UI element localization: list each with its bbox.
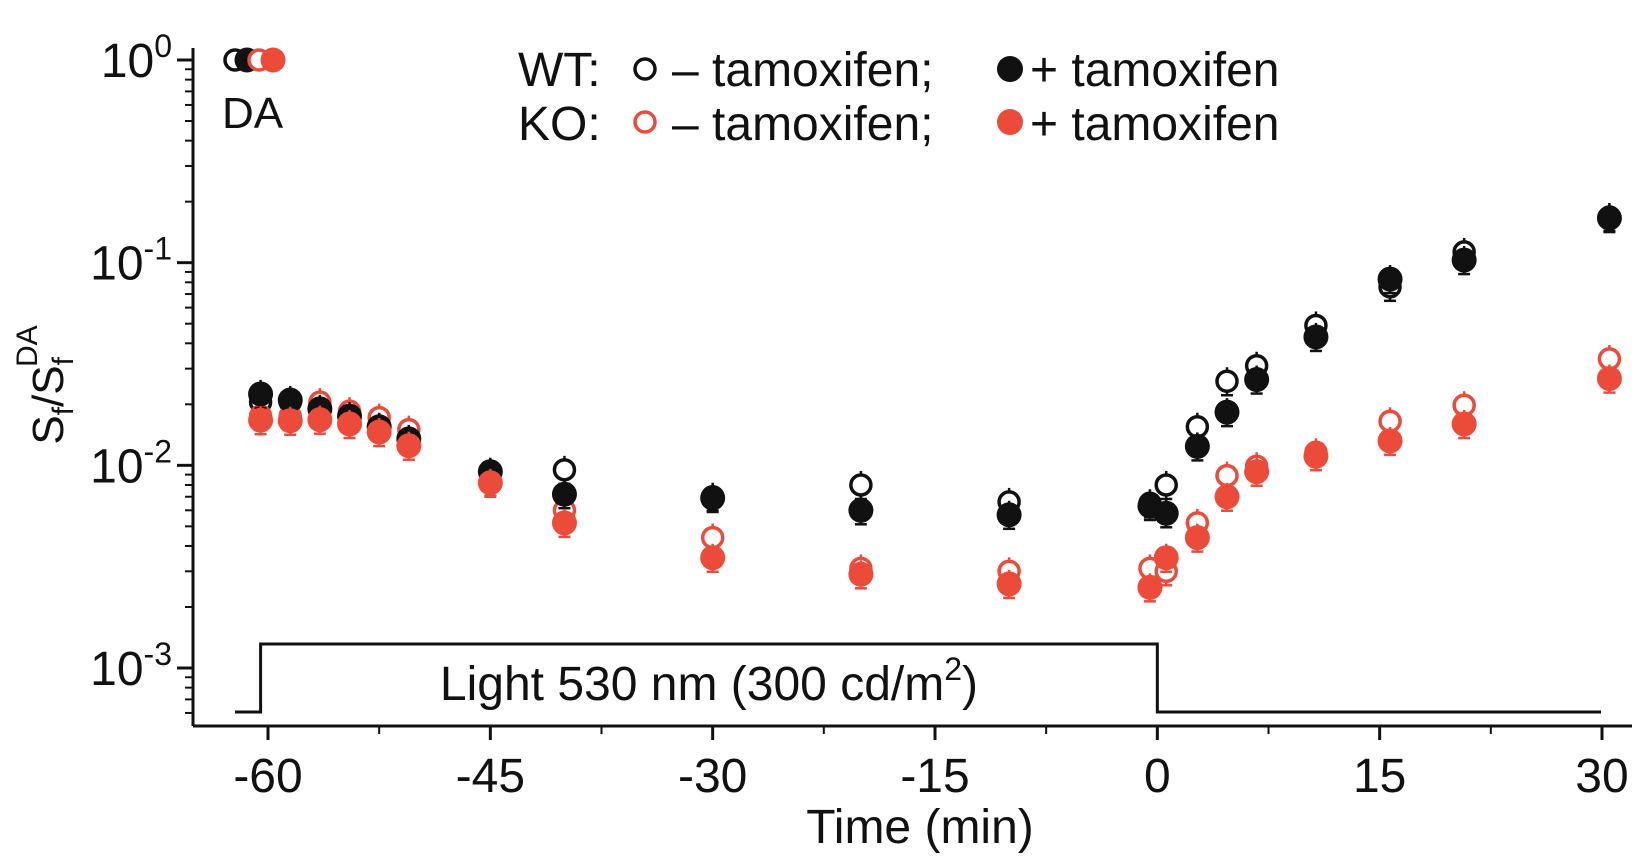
svg-text:Sf/SfDA: Sf/SfDA <box>11 325 80 444</box>
x-axis-title: Time (min) <box>806 801 1034 854</box>
data-point <box>1244 367 1270 393</box>
data-point <box>1303 324 1329 350</box>
axes <box>191 48 1632 728</box>
x-tick-label: 30 <box>1575 750 1628 803</box>
data-point <box>248 381 274 407</box>
legend-wt-plus-label: + tamoxifen <box>1030 44 1279 97</box>
data-point <box>366 419 392 445</box>
legend-wt-plus-marker <box>997 56 1023 82</box>
data-point <box>996 502 1022 528</box>
data-point <box>849 473 873 497</box>
y-title-slash: /S <box>24 365 73 407</box>
data-point <box>551 510 577 536</box>
legend-ko-group: KO: <box>518 98 601 151</box>
data-point <box>848 561 874 587</box>
y-tick-label: 10-3 <box>90 636 172 696</box>
x-tick-label: -30 <box>678 750 747 803</box>
legend-ko-plus-label: + tamoxifen <box>1030 98 1279 151</box>
y-axis-title: Sf/SfDA <box>11 325 80 444</box>
data-point <box>1451 247 1477 273</box>
y-ticks: 100 10-1 10-2 10-3 <box>90 28 193 714</box>
y-title-sub: f <box>47 406 80 415</box>
legend-ko-plus-marker <box>997 109 1023 135</box>
stimulus-trace <box>235 642 1601 714</box>
data-point <box>1137 574 1163 600</box>
data-point <box>277 408 303 434</box>
data-point <box>1377 428 1403 454</box>
data-point <box>1184 525 1210 551</box>
legend: WT: – tamoxifen; + tamoxifen KO: – tamox… <box>518 44 1279 151</box>
data-point <box>248 407 274 433</box>
data-point <box>552 458 577 482</box>
y-title-sup: DA <box>11 325 44 367</box>
x-tick-label: -60 <box>233 750 302 803</box>
data-point <box>1303 443 1329 469</box>
light-stimulus: Light 530 nm (300 cd/m2) <box>235 642 1601 714</box>
y-tick-label: 10-1 <box>90 231 172 291</box>
data-point <box>277 387 303 413</box>
y-title-s: S <box>24 415 73 444</box>
data-point <box>477 470 503 496</box>
data-point <box>1451 411 1477 437</box>
x-ticks: -60 -45 -30 -15 0 15 30 <box>233 726 1629 803</box>
x-tick-label: 15 <box>1353 750 1406 803</box>
data-point <box>700 545 726 571</box>
da-points <box>223 47 286 73</box>
data-point <box>700 485 726 511</box>
data-point <box>551 481 577 507</box>
legend-wt-group: WT: <box>518 44 601 97</box>
data-point <box>1153 545 1179 571</box>
data-point <box>848 497 874 523</box>
data-point <box>337 411 363 437</box>
legend-ko-minus-marker <box>633 110 657 134</box>
stimulus-label: Light 530 nm (300 cd/m2) <box>440 651 978 711</box>
data-point <box>1377 266 1403 292</box>
x-tick-label: -45 <box>456 750 525 803</box>
data-point <box>1214 484 1240 510</box>
data-point <box>1596 205 1622 231</box>
legend-ko-minus-label: – tamoxifen; <box>672 98 933 151</box>
data-point <box>1244 459 1270 485</box>
data-point <box>1596 366 1622 392</box>
y-tick-label: 100 <box>101 28 172 88</box>
data-point <box>1215 463 1239 488</box>
legend-wt-minus-label: – tamoxifen; <box>672 44 933 97</box>
y-title-sub2: f <box>47 356 80 365</box>
data-point <box>1154 473 1178 497</box>
x-tick-label: 0 <box>1144 750 1171 803</box>
legend-wt-minus-marker <box>633 57 657 81</box>
data-point <box>396 433 422 459</box>
data-point <box>1184 433 1210 459</box>
da-point <box>260 47 286 73</box>
data-point <box>1215 369 1239 393</box>
data-point <box>307 407 333 433</box>
x-tick-label: -15 <box>900 750 969 803</box>
data-point <box>1153 500 1179 526</box>
data-point <box>1214 399 1240 425</box>
da-label: DA <box>222 89 284 138</box>
y-tick-label: 10-2 <box>90 433 172 493</box>
data-point <box>996 571 1022 597</box>
data-points <box>248 203 1622 603</box>
